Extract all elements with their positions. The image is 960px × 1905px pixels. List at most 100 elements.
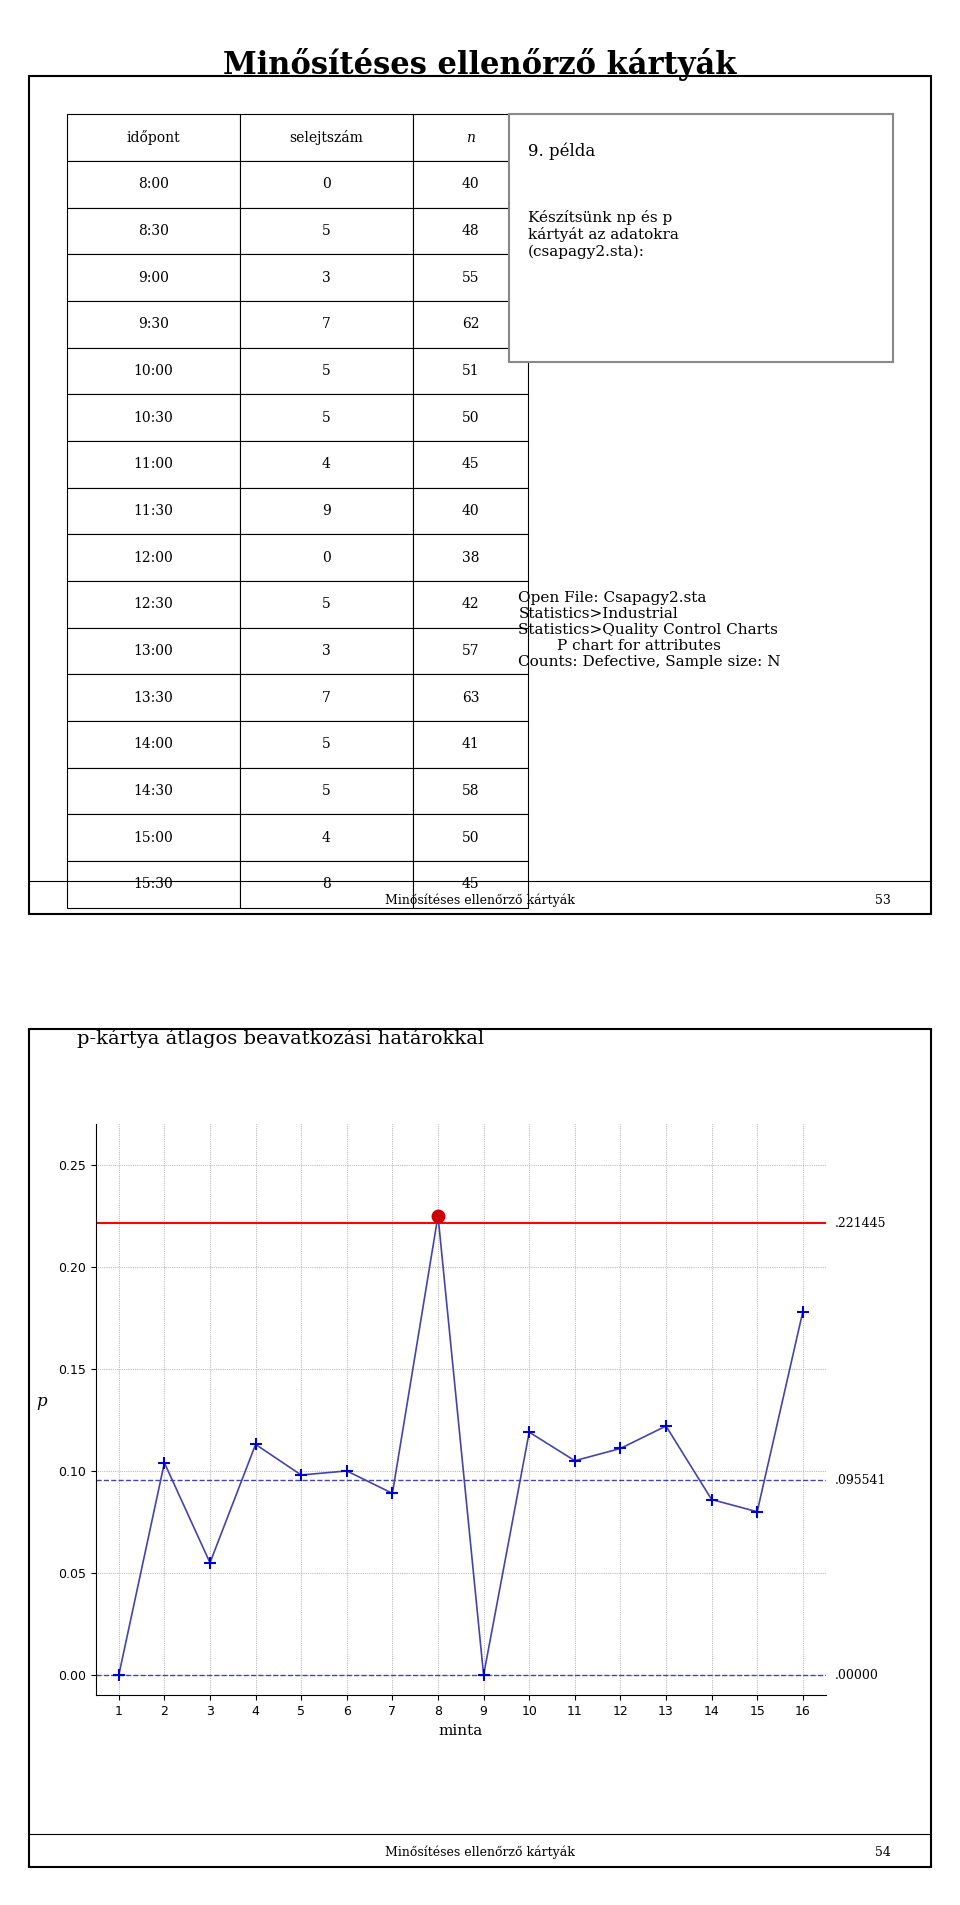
Text: 5: 5 bbox=[322, 411, 331, 425]
Text: 8:00: 8:00 bbox=[138, 177, 169, 190]
Bar bbox=[413, 253, 528, 301]
Bar bbox=[240, 442, 413, 488]
Bar bbox=[240, 208, 413, 255]
Bar bbox=[67, 394, 240, 442]
Text: 7: 7 bbox=[322, 318, 331, 331]
Bar bbox=[67, 208, 240, 255]
Text: 53: 53 bbox=[876, 893, 891, 907]
X-axis label: minta: minta bbox=[439, 1724, 483, 1737]
Text: 5: 5 bbox=[322, 785, 331, 798]
Text: .095541: .095541 bbox=[835, 1474, 886, 1486]
Bar bbox=[413, 301, 528, 349]
Text: 4: 4 bbox=[322, 457, 331, 471]
Bar bbox=[240, 768, 413, 815]
Text: 54: 54 bbox=[876, 1846, 891, 1859]
Bar bbox=[67, 674, 240, 722]
Bar bbox=[413, 722, 528, 768]
Bar bbox=[67, 629, 240, 674]
Y-axis label: p: p bbox=[36, 1393, 47, 1410]
Bar bbox=[240, 815, 413, 861]
Text: Open File: Csapagy2.sta
Statistics>Industrial
Statistics>Quality Control Charts
: Open File: Csapagy2.sta Statistics>Indus… bbox=[518, 591, 780, 669]
Text: 4: 4 bbox=[322, 831, 331, 844]
Bar bbox=[240, 629, 413, 674]
Bar bbox=[67, 488, 240, 533]
Bar bbox=[240, 674, 413, 722]
Bar bbox=[67, 301, 240, 349]
Text: 42: 42 bbox=[462, 598, 479, 612]
Text: 13:00: 13:00 bbox=[133, 644, 174, 657]
Bar bbox=[413, 815, 528, 861]
Text: p-kártya átlagos beavatkozási határokkal: p-kártya átlagos beavatkozási határokkal bbox=[77, 1029, 484, 1048]
Bar bbox=[67, 442, 240, 488]
Bar bbox=[67, 768, 240, 815]
Bar bbox=[240, 253, 413, 301]
Text: 58: 58 bbox=[462, 785, 479, 798]
Text: 50: 50 bbox=[462, 411, 479, 425]
Bar bbox=[67, 722, 240, 768]
Text: 9:00: 9:00 bbox=[138, 271, 169, 284]
Bar bbox=[413, 581, 528, 629]
Bar bbox=[67, 253, 240, 301]
Bar bbox=[240, 488, 413, 533]
Bar bbox=[67, 347, 240, 394]
Bar bbox=[413, 114, 528, 162]
Text: 41: 41 bbox=[462, 737, 479, 751]
Text: 3: 3 bbox=[322, 271, 331, 284]
Text: Minősítéses ellenőrző kártyák: Minősítéses ellenőrző kártyák bbox=[385, 1846, 575, 1859]
Bar bbox=[413, 208, 528, 255]
Bar bbox=[240, 394, 413, 442]
Text: .00000: .00000 bbox=[835, 1669, 878, 1682]
Text: időpont: időpont bbox=[127, 130, 180, 145]
Text: 38: 38 bbox=[462, 551, 479, 564]
Text: Minősítéses ellenőrző kártyák: Minősítéses ellenőrző kártyák bbox=[224, 48, 736, 80]
Text: 9. példa: 9. példa bbox=[528, 143, 595, 160]
FancyBboxPatch shape bbox=[29, 76, 931, 914]
Bar bbox=[413, 535, 528, 581]
Text: 45: 45 bbox=[462, 457, 479, 471]
Bar bbox=[413, 674, 528, 722]
Text: Minősítéses ellenőrző kártyák: Minősítéses ellenőrző kártyák bbox=[385, 893, 575, 907]
Text: 15:30: 15:30 bbox=[133, 878, 174, 892]
Text: 55: 55 bbox=[462, 271, 479, 284]
Bar bbox=[67, 815, 240, 861]
Bar bbox=[413, 861, 528, 909]
Text: 12:30: 12:30 bbox=[133, 598, 174, 612]
Bar bbox=[240, 861, 413, 909]
Text: .221445: .221445 bbox=[835, 1217, 886, 1229]
Text: Készítsünk np és p
kártyát az adatokra
(csapagy2.sta):: Készítsünk np és p kártyát az adatokra (… bbox=[528, 210, 679, 259]
Bar bbox=[240, 722, 413, 768]
Text: 48: 48 bbox=[462, 225, 479, 238]
Text: selejtszám: selejtszám bbox=[290, 130, 363, 145]
FancyBboxPatch shape bbox=[29, 1029, 931, 1867]
Bar bbox=[413, 442, 528, 488]
Text: 40: 40 bbox=[462, 505, 479, 518]
Text: 10:00: 10:00 bbox=[133, 364, 174, 377]
Text: 63: 63 bbox=[462, 692, 479, 705]
Bar bbox=[67, 535, 240, 581]
Bar bbox=[413, 768, 528, 815]
Bar bbox=[240, 347, 413, 394]
Bar bbox=[67, 114, 240, 162]
Bar bbox=[67, 861, 240, 909]
Text: 62: 62 bbox=[462, 318, 479, 331]
Text: 9:30: 9:30 bbox=[138, 318, 169, 331]
Bar bbox=[413, 488, 528, 533]
Text: 5: 5 bbox=[322, 598, 331, 612]
Text: 51: 51 bbox=[462, 364, 479, 377]
Text: 0: 0 bbox=[322, 177, 331, 190]
Bar bbox=[240, 114, 413, 162]
Text: n: n bbox=[466, 131, 475, 145]
Bar bbox=[240, 581, 413, 629]
Text: 3: 3 bbox=[322, 644, 331, 657]
Text: 10:30: 10:30 bbox=[133, 411, 174, 425]
Bar bbox=[413, 160, 528, 208]
Text: 11:00: 11:00 bbox=[133, 457, 174, 471]
Text: 5: 5 bbox=[322, 737, 331, 751]
Text: 8:30: 8:30 bbox=[138, 225, 169, 238]
Text: 14:30: 14:30 bbox=[133, 785, 174, 798]
Bar bbox=[240, 160, 413, 208]
Text: 57: 57 bbox=[462, 644, 479, 657]
Text: 5: 5 bbox=[322, 364, 331, 377]
Bar bbox=[240, 535, 413, 581]
Text: 11:30: 11:30 bbox=[133, 505, 174, 518]
